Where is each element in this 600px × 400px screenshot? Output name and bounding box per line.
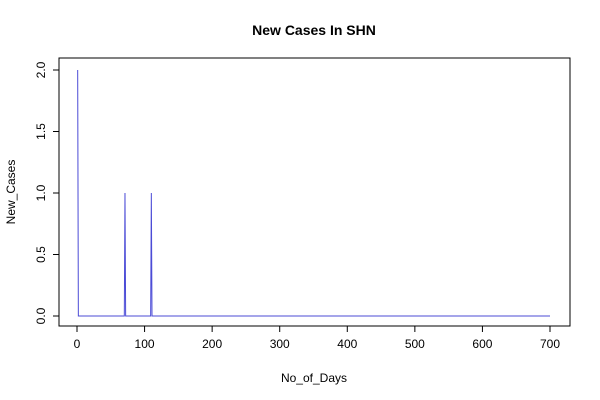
series-layer [77,69,550,317]
x-tick-label: 600 [472,337,492,351]
x-axis: 0 100 200 300 400 500 600 700 [74,325,560,351]
y-tick-label: 2.0 [34,61,48,78]
y-tick-label: 0.0 [34,307,48,324]
x-tick-label: 200 [202,337,222,351]
x-tick-label: 300 [270,337,290,351]
y-axis-label: New_Cases [4,160,18,225]
plot-frame [58,57,571,327]
chart-title: New Cases In SHN [252,22,376,38]
x-tick-label: 500 [405,337,425,351]
y-tick-label: 0.5 [34,246,48,263]
x-tick-label: 400 [337,337,357,351]
x-tick-label: 700 [540,337,560,351]
x-axis-label: No_of_Days [281,371,347,385]
y-axis: 0.0 0.5 1.0 1.5 2.0 [34,61,60,324]
series-line [77,69,550,317]
y-tick-label: 1.0 [34,184,48,201]
y-tick-label: 1.5 [34,123,48,140]
x-tick-label: 0 [74,337,81,351]
x-tick-label: 100 [135,337,155,351]
